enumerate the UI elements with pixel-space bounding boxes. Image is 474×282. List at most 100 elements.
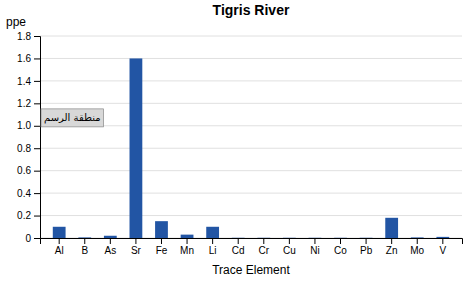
x-tick-mark: [366, 238, 367, 244]
x-tick-label: Li: [209, 245, 217, 256]
y-tick-label: 0.8: [17, 143, 31, 154]
y-tick-mark: [34, 216, 40, 217]
y-tick-label: 0.6: [17, 165, 31, 176]
x-tick-label: Cu: [283, 245, 296, 256]
y-tick-mark: [34, 238, 40, 239]
bar: [360, 237, 373, 238]
grid-line: [40, 58, 462, 59]
x-tick-label: B: [81, 245, 88, 256]
x-tick: Cr: [259, 238, 270, 256]
x-tick-label: Fe: [156, 245, 168, 256]
y-tick: 0.4: [17, 188, 40, 199]
bar: [78, 237, 91, 238]
x-axis-title: Trace Element: [212, 263, 290, 277]
y-tick-label: 0.2: [17, 210, 31, 221]
y-axis-title: ppe: [6, 15, 26, 29]
x-tick-label: Sr: [131, 245, 142, 256]
y-tick-mark: [34, 148, 40, 149]
x-axis: Al B As Sr Fe Mn Li Cd Cr Cu Ni Co Pb Zn Mo V: [41, 238, 463, 256]
x-tick: Pb: [360, 238, 373, 256]
y-tick-mark: [34, 103, 40, 104]
bar: [257, 237, 270, 238]
y-tick-mark: [34, 36, 40, 37]
bar: [104, 236, 117, 238]
bar: [206, 227, 219, 238]
y-tick: 1.2: [17, 98, 40, 109]
title: Tigris River: [213, 2, 290, 18]
x-tick-mark: [289, 238, 290, 244]
plot: Al B As Sr Fe Mn Li Cd Cr Cu Ni Co Pb Zn Mo V 0 0.2 0.4 0.6…: [17, 31, 462, 256]
x-tick-mark: [161, 238, 162, 244]
bar: [283, 237, 296, 238]
y-tick-label: 1.8: [17, 31, 31, 42]
bar: [181, 235, 194, 238]
x-tick-label: Al: [55, 245, 64, 256]
annotation: منطقة الرسم: [41, 109, 104, 127]
x-tick: Al: [55, 238, 64, 256]
y-tick-mark: [34, 171, 40, 172]
x-tick-mark: [135, 238, 136, 244]
x-tick: Co: [334, 238, 347, 256]
x-tick-label: As: [104, 245, 116, 256]
annotation-box: [41, 109, 104, 127]
x-tick-mark: [59, 238, 60, 244]
x-tick-mark: [442, 238, 443, 244]
x-axis-line: [41, 239, 463, 245]
x-tick: Mo: [410, 238, 424, 256]
x-tick-mark: [84, 238, 85, 244]
y-tick-label: 0.4: [17, 188, 31, 199]
y-tick: 0: [25, 233, 40, 244]
y-tick-label: 1.2: [17, 98, 31, 109]
x-tick: Ni: [310, 238, 319, 256]
bar: [232, 237, 245, 238]
grid-line: [40, 80, 462, 81]
x-tick: Cd: [232, 238, 245, 256]
grid-line: [40, 148, 462, 149]
y-tick: 1.4: [17, 76, 40, 87]
x-tick: B: [81, 238, 88, 256]
bar: [334, 237, 347, 238]
y-axis: 0 0.2 0.4 0.6 0.8 1.0 1.2 1.4 1.6 1.8: [17, 31, 40, 244]
grid-line: [40, 170, 462, 171]
x-tick-label: Mo: [410, 245, 424, 256]
grid-line: [40, 193, 462, 194]
x-tick: Zn: [386, 238, 398, 256]
x-tick: Sr: [131, 238, 142, 256]
x-tick: Li: [209, 238, 217, 256]
grid-line: [40, 36, 462, 37]
annotation-text: منطقة الرسم: [44, 112, 101, 124]
y-tick: 1.6: [17, 53, 40, 64]
x-tick: As: [104, 238, 116, 256]
bar: [53, 227, 66, 238]
x-tick-mark: [238, 238, 239, 244]
x-tick: V: [439, 238, 446, 256]
x-tick-label: Co: [334, 245, 347, 256]
grid-line: [40, 215, 462, 216]
x-tick-label: Zn: [386, 245, 398, 256]
y-tick-label: 1.4: [17, 76, 31, 87]
y-tick-mark: [34, 126, 40, 127]
y-tick: 0.8: [17, 143, 40, 154]
bar: [155, 221, 168, 238]
chart: Al B As Sr Fe Mn Li Cd Cr Cu Ni Co Pb Zn Mo V 0 0.2 0.4 0.6…: [0, 0, 474, 282]
x-tick-label: Ni: [310, 245, 319, 256]
y-tick: 1.0: [17, 120, 40, 131]
x-tick: Mn: [180, 238, 194, 256]
y-tick-mark: [34, 193, 40, 194]
grid: [40, 36, 462, 238]
x-tick-mark: [212, 238, 213, 244]
y-tick-label: 0: [25, 233, 31, 244]
y-tick-label: 1.0: [17, 120, 31, 131]
y-tick: 0.2: [17, 210, 40, 221]
y-tick: 0.6: [17, 165, 40, 176]
bars: [53, 58, 449, 238]
x-tick-mark: [417, 238, 418, 244]
x-tick-label: Cr: [259, 245, 270, 256]
x-tick-mark: [314, 238, 315, 244]
x-tick-mark: [187, 238, 188, 244]
x-tick-label: V: [439, 245, 446, 256]
x-tick: Cu: [283, 238, 296, 256]
x-tick-label: Cd: [232, 245, 245, 256]
x-tick-label: Mn: [180, 245, 194, 256]
grid-line: [40, 103, 462, 104]
